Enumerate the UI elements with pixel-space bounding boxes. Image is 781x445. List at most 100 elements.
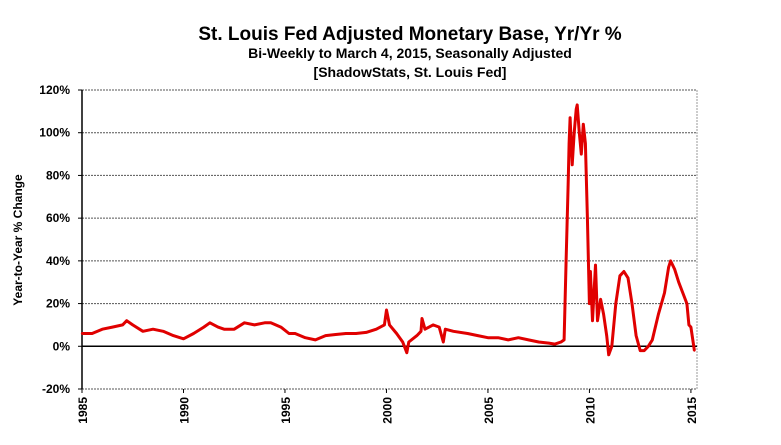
data-point	[90, 332, 94, 335]
data-point	[415, 334, 419, 337]
data-point	[121, 323, 124, 327]
y-tick-label: -20%	[42, 382, 70, 396]
y-tick-label: 80%	[46, 168, 70, 182]
data-point	[630, 302, 634, 305]
data-point	[618, 274, 622, 278]
data-point	[638, 349, 642, 352]
data-point	[580, 152, 583, 156]
data-point	[431, 323, 435, 327]
chart-title: St. Louis Fed Adjusted Monetary Base, Yr…	[198, 24, 621, 45]
series-line	[82, 103, 696, 357]
data-point	[395, 332, 398, 335]
data-point	[602, 313, 605, 316]
data-point	[344, 332, 348, 335]
data-point	[269, 321, 272, 324]
x-tick-label: 2010	[583, 397, 597, 424]
data-point	[141, 330, 145, 333]
data-point	[405, 351, 408, 354]
data-point	[681, 291, 684, 295]
data-point	[452, 330, 455, 333]
data-point	[584, 142, 587, 145]
data-point	[423, 328, 427, 331]
data-point	[547, 341, 551, 345]
data-point	[438, 325, 441, 329]
data-point	[667, 266, 670, 269]
y-tick-label: 120%	[39, 83, 70, 97]
data-point	[125, 319, 128, 322]
data-point	[151, 328, 155, 331]
data-point	[401, 340, 404, 344]
data-point	[314, 338, 317, 342]
data-point	[364, 331, 368, 334]
data-point	[354, 332, 358, 335]
x-tick-label: 1995	[279, 397, 293, 424]
x-tick-label: 2015	[685, 397, 699, 424]
data-point	[263, 321, 266, 324]
data-point	[216, 325, 220, 329]
data-point	[582, 122, 585, 126]
data-point	[564, 259, 568, 263]
data-point	[293, 332, 297, 335]
data-point	[161, 330, 165, 333]
data-point	[594, 263, 597, 267]
data-point	[233, 328, 236, 331]
data-point	[111, 325, 114, 329]
data-point	[626, 276, 630, 280]
data-point	[687, 323, 691, 327]
data-point	[647, 345, 650, 348]
y-tick-label: 0%	[53, 339, 71, 353]
y-tick-label: 100%	[39, 126, 70, 140]
data-point	[576, 103, 579, 107]
data-point	[596, 319, 599, 322]
data-point	[334, 333, 337, 336]
data-point	[466, 332, 469, 335]
data-point	[693, 349, 696, 352]
data-point	[192, 332, 195, 335]
data-point	[607, 353, 610, 357]
data-point	[573, 131, 576, 134]
data-point	[202, 325, 205, 329]
data-point	[388, 323, 391, 327]
data-point	[663, 291, 666, 295]
data-point	[589, 270, 592, 273]
data-point	[442, 340, 445, 344]
data-point	[651, 338, 654, 342]
x-tick-label: 2005	[482, 397, 496, 424]
data-point	[553, 342, 557, 346]
chart-subtitle: Bi-Weekly to March 4, 2015, Seasonally A…	[248, 45, 572, 61]
data-point	[287, 332, 291, 335]
data-point	[507, 338, 510, 342]
data-point	[101, 328, 104, 331]
data-point	[476, 334, 479, 337]
data-point	[575, 108, 578, 111]
data-point	[622, 270, 626, 273]
data-point	[634, 334, 638, 337]
data-point	[208, 321, 212, 324]
data-point	[131, 323, 134, 327]
data-point	[614, 302, 618, 305]
data-point	[253, 323, 256, 327]
data-point	[420, 317, 424, 320]
data-point	[591, 319, 594, 322]
data-point	[80, 332, 84, 335]
data-point	[279, 325, 283, 329]
data-point	[419, 330, 423, 333]
data-point	[578, 131, 581, 134]
data-point	[182, 337, 185, 341]
data-point	[657, 313, 660, 316]
data-point	[643, 349, 646, 352]
data-point	[586, 216, 589, 220]
data-point	[496, 336, 500, 339]
data-point	[599, 298, 602, 301]
data-point	[444, 328, 447, 331]
data-point	[385, 308, 388, 312]
data-point	[407, 340, 410, 344]
data-point	[486, 336, 490, 339]
data-point	[375, 328, 378, 331]
data-point	[610, 345, 613, 348]
data-point	[304, 336, 307, 339]
x-tick-label: 1990	[177, 397, 191, 424]
data-point	[570, 163, 574, 166]
chart-source: [ShadowStats, St. Louis Fed]	[314, 64, 507, 80]
